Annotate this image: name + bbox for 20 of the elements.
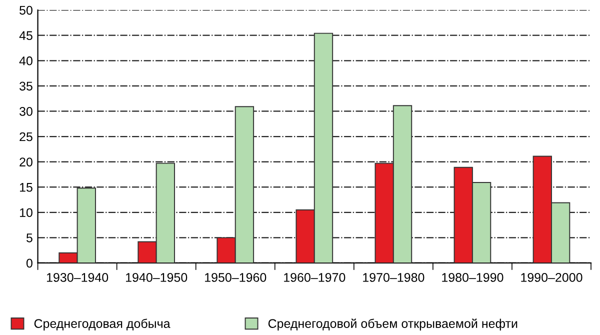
y-tick-label: 50	[20, 6, 32, 15]
legend-label: Среднегодовая добыча	[34, 318, 170, 330]
y-tick-label: 30	[20, 107, 32, 116]
x-tick-label: 1990–2000	[521, 273, 582, 282]
x-tick-label: 1970–1980	[363, 273, 424, 282]
y-tick-label: 0	[26, 258, 32, 268]
y-tick-label: 10	[20, 208, 32, 218]
y-tick-label: 20	[20, 158, 32, 166]
y-tick-label: 40	[19, 56, 32, 66]
y-tick-label: 25	[20, 132, 32, 142]
x-tick-label: 1960–1970	[284, 273, 346, 282]
x-tick-label: 1980–1990	[442, 273, 504, 282]
y-tick-label: 45	[19, 31, 32, 40]
x-tick-label: 1930–1940	[46, 273, 108, 282]
x-tick-label: 1950–1960	[205, 273, 266, 282]
y-tick-label: 35	[20, 82, 32, 91]
legend-label: Среднегодовой объем открываемой нефти	[268, 318, 518, 330]
y-tick-label: 5	[26, 234, 32, 242]
x-tick-label: 1940–1950	[126, 273, 188, 282]
y-tick-label: 15	[20, 183, 32, 192]
